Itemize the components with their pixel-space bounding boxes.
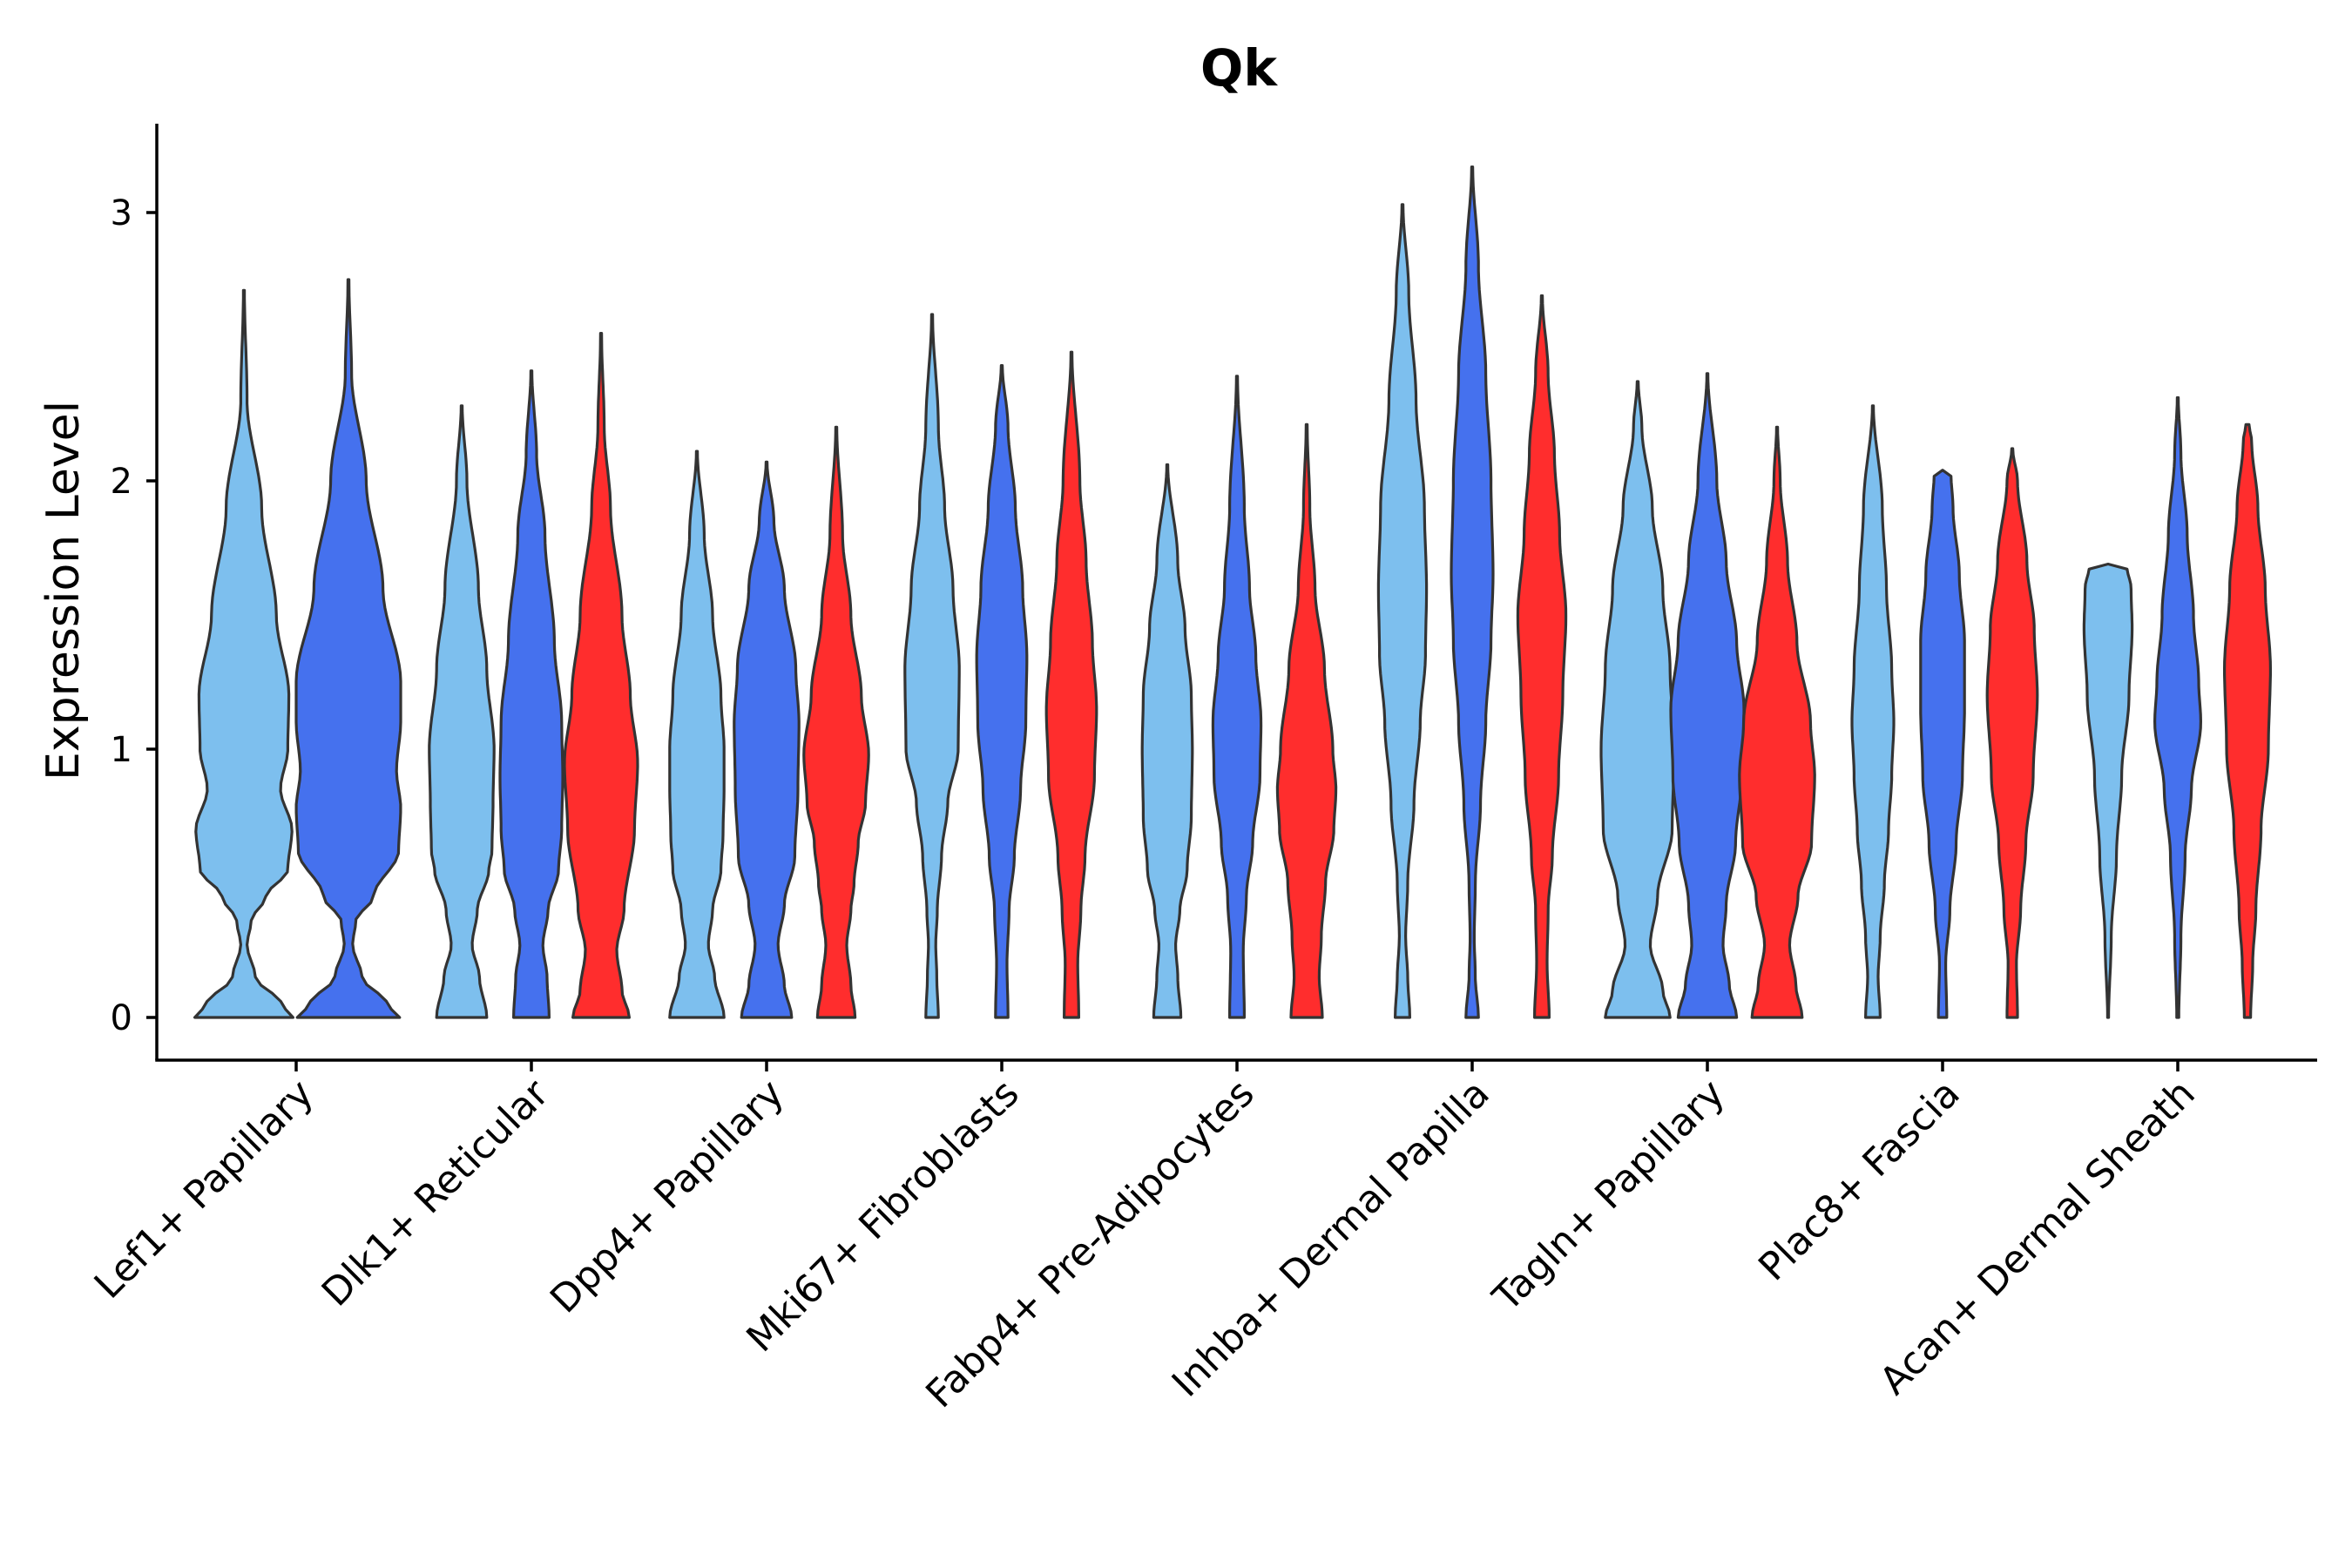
- x-tick-label: Dlk1+ Reticular: [314, 1071, 558, 1315]
- y-tick-label: 1: [111, 730, 132, 770]
- y-tick-label: 0: [111, 998, 132, 1038]
- x-tick-label: Tagln+ Papillary: [1484, 1071, 1734, 1321]
- x-tick-label: Lef1+ Papillary: [86, 1071, 322, 1308]
- x-tick-label: Dpp4+ Papillary: [542, 1071, 793, 1322]
- violin-4-2: [975, 364, 1029, 1019]
- chart-title: Qk: [1200, 38, 1278, 98]
- violin-7-3: [1738, 425, 1816, 1019]
- violin-7-1: [1599, 380, 1676, 1019]
- violin-4-3: [1044, 350, 1098, 1019]
- violin-4-1: [903, 313, 961, 1019]
- violin-9-2: [2153, 395, 2202, 1019]
- y-axis-title: Expression Level: [37, 401, 90, 781]
- violins-layer: [193, 166, 2272, 1019]
- violin-2-1: [428, 404, 496, 1019]
- violin-2-2: [498, 369, 564, 1019]
- violin-6-1: [1376, 203, 1429, 1019]
- violin-6-3: [1516, 294, 1568, 1019]
- x-tick-label: Plac8+ Fascia: [1750, 1071, 1969, 1290]
- violin-8-1: [1850, 404, 1896, 1019]
- violin-1-2: [294, 278, 402, 1019]
- violin-5-1: [1140, 463, 1194, 1019]
- violin-7-2: [1669, 372, 1746, 1019]
- violin-5-3: [1275, 422, 1338, 1019]
- violin-8-3: [1985, 447, 2039, 1019]
- violin-3-2: [733, 460, 801, 1019]
- y-axis-ticks: 0 1 2 3: [111, 193, 157, 1038]
- violin-1-1: [193, 288, 294, 1019]
- y-tick-label: 3: [111, 193, 132, 233]
- violin-8-2: [1919, 469, 1966, 1019]
- violin-5-2: [1211, 375, 1263, 1019]
- violin-3-1: [668, 449, 726, 1019]
- violin-2-3: [563, 332, 639, 1019]
- violin-3-3: [802, 425, 870, 1019]
- violin-9-3: [2223, 422, 2272, 1019]
- violin-9-1: [2082, 562, 2134, 1019]
- y-tick-label: 2: [111, 462, 132, 502]
- violin-6-2: [1450, 166, 1495, 1019]
